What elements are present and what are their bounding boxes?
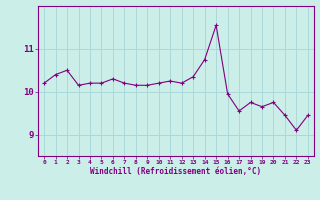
X-axis label: Windchill (Refroidissement éolien,°C): Windchill (Refroidissement éolien,°C)	[91, 167, 261, 176]
